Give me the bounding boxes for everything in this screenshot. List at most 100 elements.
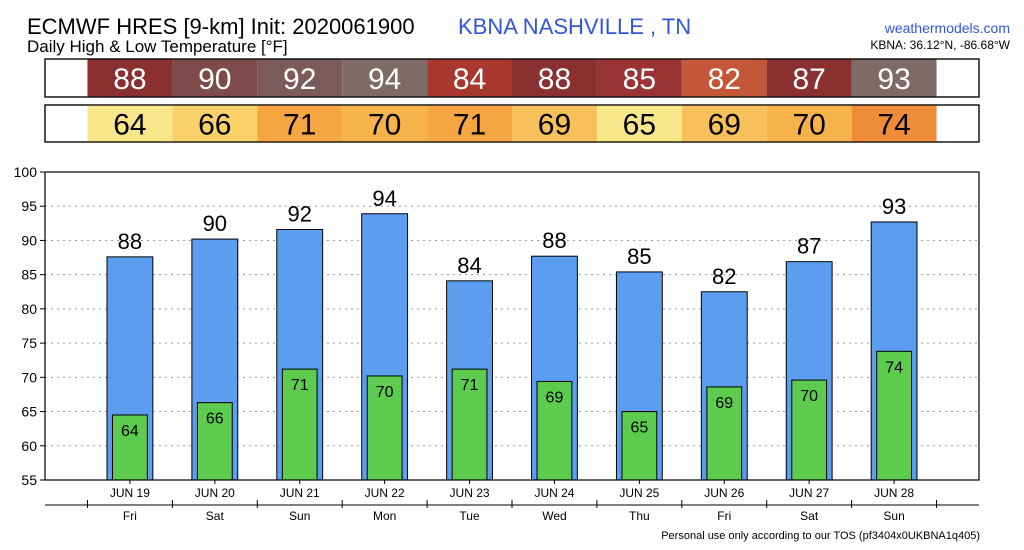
day-label: Sat: [206, 509, 225, 523]
low-strip-cell: [172, 105, 258, 142]
high-strip-value: 84: [453, 63, 486, 96]
low-strip-cell: [851, 105, 937, 142]
low-strip-value: 65: [623, 109, 656, 142]
low-bar-label: 64: [121, 423, 139, 440]
low-strip-value: 66: [198, 109, 231, 142]
high-strip-value: 88: [538, 63, 571, 96]
low-bar: [196, 402, 233, 481]
low-bar-label: 65: [630, 420, 648, 437]
high-strip-cell: [851, 59, 937, 97]
x-tick-label: JUN 24: [534, 486, 574, 500]
low-strip-cell: [87, 105, 173, 142]
low-bar-label: 74: [885, 359, 903, 376]
high-bar-label: 93: [882, 194, 906, 219]
low-bar: [366, 375, 403, 481]
chart-title: ECMWF HRES [9-km] Init: 2020061900: [27, 14, 415, 39]
high-bar-label: 88: [542, 228, 566, 253]
low-bar-label: 69: [715, 395, 733, 412]
high-strip-value: 93: [877, 63, 910, 96]
high-strip-value: 94: [368, 63, 401, 96]
high-strip-cell: [596, 59, 682, 97]
high-strip-cell: [342, 59, 428, 97]
high-strip-cell: [512, 59, 597, 97]
high-strip-cell: [257, 59, 343, 97]
y-tick-label: 85: [21, 267, 37, 283]
low-bar-label: 70: [800, 388, 818, 405]
x-tick-label: JUN 22: [365, 486, 405, 500]
low-strip-value: 71: [453, 109, 486, 142]
x-tick-label: JUN 28: [874, 486, 914, 500]
x-tick-label: JUN 26: [704, 486, 744, 500]
high-strip-value: 85: [623, 63, 656, 96]
low-strip-cell: [257, 105, 343, 142]
day-label: Mon: [373, 509, 396, 523]
day-label: Sat: [800, 509, 819, 523]
day-label: Sun: [883, 509, 904, 523]
bar-series: 88 90 92 94 84 88 85 82 87 93 64 66 71 70 71 69 65 69 70 74: [106, 186, 918, 481]
day-label: Wed: [542, 509, 566, 523]
high-strip-border: [44, 58, 980, 98]
grid-lines: [45, 205, 979, 447]
low-bar: [876, 350, 912, 481]
high-bar-label: 88: [118, 229, 142, 254]
low-bar: [451, 368, 488, 481]
day-label: Fri: [123, 509, 137, 523]
high-strip-cell: [681, 59, 767, 97]
low-strip-value: 69: [538, 109, 571, 142]
tos-footer: Personal use only according to our TOS (…: [661, 530, 980, 542]
low-bar: [791, 379, 828, 481]
low-strip-cell: [766, 105, 852, 142]
high-bar-label: 82: [712, 264, 736, 289]
high-bar-label: 84: [457, 253, 481, 278]
low-strip-value: 70: [792, 109, 825, 142]
high-bar-label: 92: [287, 201, 311, 226]
high-strip-value: 87: [792, 63, 825, 96]
x-tick-label: JUN 23: [450, 486, 490, 500]
day-label: Fri: [717, 509, 731, 523]
low-strip-cell: [342, 105, 428, 142]
high-strip-cell: [87, 59, 173, 97]
low-bar-label: 66: [206, 411, 224, 428]
x-tick-label: JUN 21: [280, 486, 320, 500]
high-strip-cell: [172, 59, 258, 97]
y-tick-label: 60: [21, 438, 37, 454]
low-strip-value: 71: [283, 109, 316, 142]
y-tick-label: 90: [21, 232, 37, 248]
x-tick-label: JUN 20: [195, 486, 235, 500]
y-tick-label: 75: [21, 335, 37, 351]
high-bar-label: 94: [372, 186, 396, 211]
plot-frame: [44, 171, 980, 481]
y-tick-label: 55: [21, 472, 37, 488]
station-coords: KBNA: 36.12°N, -86.68°W: [870, 38, 1010, 52]
low-bar-label: 70: [376, 384, 394, 401]
temperature-strips: 88 90 92 94 84 88 85 82 87 93 64 66 71 70 71 69 65 69 70 74: [44, 58, 980, 143]
y-tick-label: 95: [21, 198, 37, 214]
low-bar: [281, 368, 318, 481]
high-strip-value: 90: [198, 63, 231, 96]
high-strip-value: 82: [708, 63, 741, 96]
y-tick-label: 65: [21, 404, 37, 420]
low-strip-cell: [427, 105, 512, 142]
site-link[interactable]: weathermodels.com: [884, 20, 1010, 36]
y-tick-label: 100: [14, 164, 38, 180]
low-bar-label: 71: [461, 377, 479, 394]
low-strip-value: 74: [877, 109, 910, 142]
high-strip-cell: [427, 59, 512, 97]
low-strip-cell: [681, 105, 767, 142]
day-label: Sun: [289, 509, 310, 523]
day-label: Tue: [459, 509, 480, 523]
low-strip-value: 70: [368, 109, 401, 142]
low-bar: [536, 380, 573, 481]
high-bar-label: 85: [627, 244, 651, 269]
low-strip-cell: [512, 105, 597, 142]
day-label: Thu: [629, 509, 650, 523]
x-tick-label: JUN 19: [110, 486, 150, 500]
y-tick-label: 70: [21, 369, 37, 385]
low-strip-value: 69: [708, 109, 741, 142]
low-bar: [706, 386, 743, 481]
low-strip-cell: [596, 105, 682, 142]
station-name: KBNA NASHVILLE , TN: [458, 14, 692, 39]
high-strip-value: 92: [283, 63, 316, 96]
y-tick-label: 80: [21, 301, 37, 317]
